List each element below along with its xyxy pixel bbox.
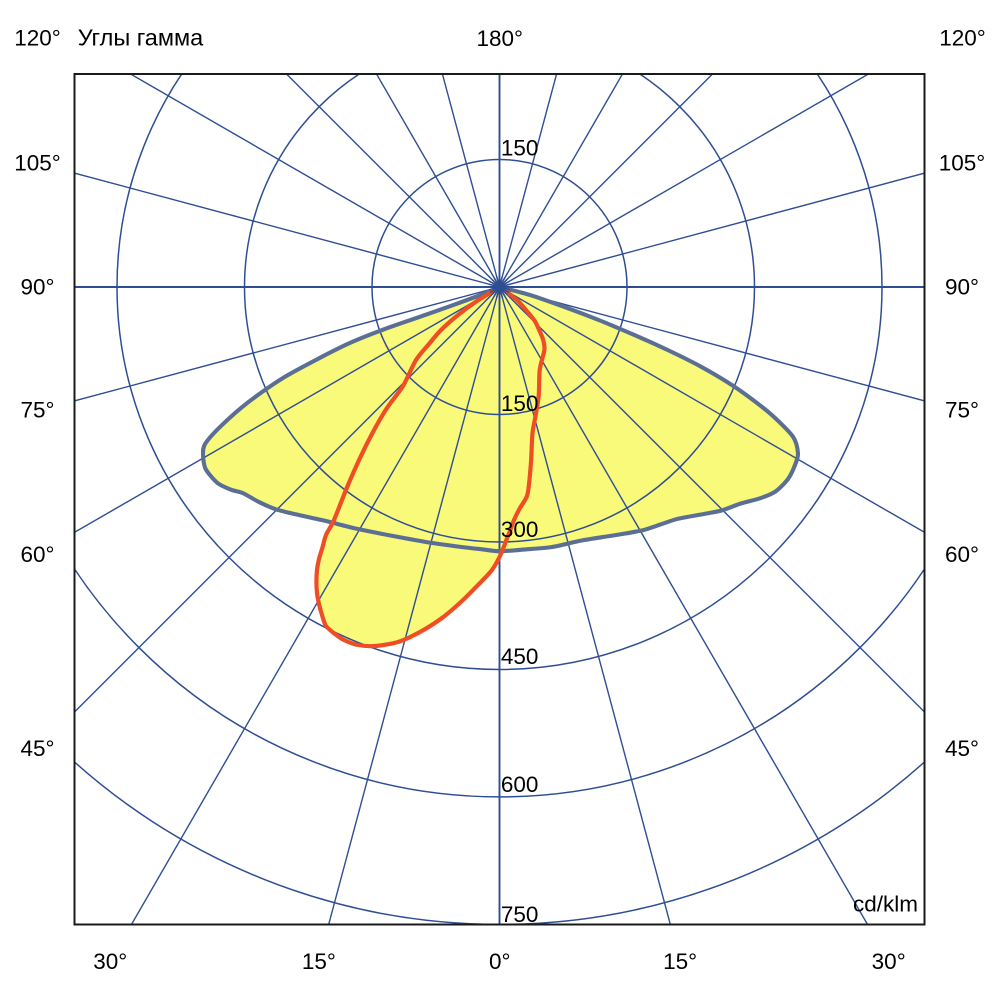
svg-text:45°: 45° bbox=[945, 736, 979, 761]
svg-text:600: 600 bbox=[501, 772, 539, 797]
svg-text:90°: 90° bbox=[20, 274, 54, 299]
svg-text:90°: 90° bbox=[945, 274, 979, 299]
svg-text:105°: 105° bbox=[939, 151, 986, 176]
svg-text:30°: 30° bbox=[93, 949, 127, 974]
svg-text:750: 750 bbox=[501, 902, 539, 927]
svg-text:105°: 105° bbox=[14, 151, 61, 176]
svg-text:450: 450 bbox=[501, 644, 539, 669]
svg-text:30°: 30° bbox=[872, 949, 906, 974]
svg-text:150: 150 bbox=[501, 391, 539, 416]
svg-text:75°: 75° bbox=[20, 397, 54, 422]
svg-text:15°: 15° bbox=[302, 949, 336, 974]
svg-text:0°: 0° bbox=[489, 949, 511, 974]
svg-text:150: 150 bbox=[501, 135, 539, 160]
svg-text:120°: 120° bbox=[14, 25, 61, 50]
svg-text:180°: 180° bbox=[477, 26, 524, 51]
svg-text:60°: 60° bbox=[20, 542, 54, 567]
svg-text:cd/klm: cd/klm bbox=[853, 892, 918, 917]
svg-text:60°: 60° bbox=[945, 542, 979, 567]
svg-text:Углы гамма: Углы гамма bbox=[78, 24, 204, 50]
svg-text:15°: 15° bbox=[663, 949, 697, 974]
svg-text:120°: 120° bbox=[939, 25, 986, 50]
svg-text:75°: 75° bbox=[945, 397, 979, 422]
svg-text:300: 300 bbox=[501, 517, 539, 542]
svg-text:45°: 45° bbox=[20, 736, 54, 761]
